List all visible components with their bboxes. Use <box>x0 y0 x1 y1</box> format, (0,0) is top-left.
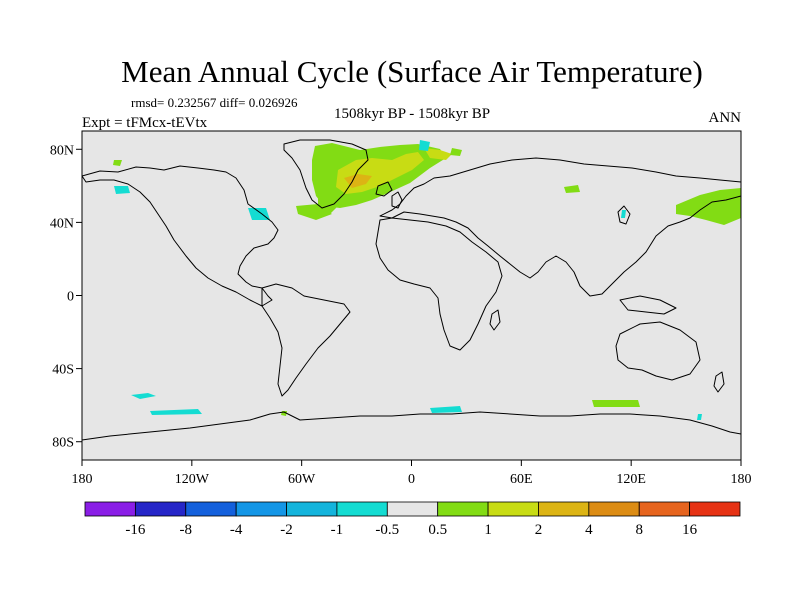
japan-coast <box>617 205 631 225</box>
legend-swatch <box>134 501 187 517</box>
southern-ocean-warming <box>592 400 640 407</box>
legend-label: -0.5 <box>375 522 399 538</box>
longitude-ticks: 180 120W 60W 0 60E 120E 180 <box>72 460 752 487</box>
bering-cooling <box>114 186 130 194</box>
lon-tick-label: 60E <box>510 472 533 487</box>
period-label: 1508kyr BP - 1508kyr BP <box>334 106 490 122</box>
legend-swatch <box>638 501 691 517</box>
lon-tick-label: 0 <box>408 472 415 487</box>
legend-swatch <box>185 501 237 517</box>
legend-swatch <box>386 501 439 517</box>
lat-tick-label: 80S <box>52 436 74 451</box>
nordic-seas-warming-4 <box>344 174 372 188</box>
australia-coast <box>615 321 701 381</box>
barents-warming <box>424 148 452 160</box>
lat-tick-label: 40S <box>52 363 74 378</box>
latitude-ticks: 80N 40N 0 40S 80S <box>50 143 82 451</box>
legend-swatch <box>84 501 136 517</box>
lat-tick-label: 40N <box>50 216 74 231</box>
color-legend: -16 -8 -4 -2 -1 -0.5 0.5 1 2 4 8 16 <box>84 501 741 538</box>
ross-sea-cooling <box>697 414 702 420</box>
lon-tick-label: 180 <box>731 472 752 487</box>
new-zealand-coast <box>713 371 725 393</box>
legend-swatch <box>235 501 287 517</box>
legend-label: -4 <box>230 522 243 538</box>
map-panel <box>81 130 742 461</box>
legend-swatch <box>487 501 539 517</box>
lon-tick-label: 120E <box>616 472 646 487</box>
lat-tick-label: 0 <box>67 290 74 305</box>
legend-swatch <box>588 501 640 517</box>
legend-label: -8 <box>180 522 193 538</box>
africa-coast <box>375 217 503 351</box>
maritime-continent-coast <box>619 295 677 315</box>
lat-tick-label: 80N <box>50 143 74 158</box>
legend-label: -16 <box>125 522 145 538</box>
svalbard-cooling <box>419 140 430 151</box>
madagascar-coast <box>489 309 501 331</box>
japan-cooling-patch <box>621 210 626 218</box>
lon-tick-label: 180 <box>72 472 93 487</box>
southern-ocean-cooling-1 <box>131 393 156 399</box>
legend-label: -1 <box>331 522 344 538</box>
figure-title: Mean Annual Cycle (Surface Air Temperatu… <box>121 54 703 89</box>
legend-label: 1 <box>484 522 492 538</box>
legend-label: 0.5 <box>428 522 447 538</box>
legend-swatch <box>286 501 338 517</box>
alaska-warming-patch <box>113 160 122 166</box>
legend-swatch <box>538 501 590 517</box>
legend-swatch <box>336 501 388 517</box>
iceland-coast <box>375 181 393 197</box>
legend-label: 4 <box>585 522 593 538</box>
stats-text: rmsd= 0.232567 diff= 0.026926 <box>131 95 298 110</box>
legend-swatch <box>437 501 489 517</box>
southern-ocean-cooling-2 <box>150 409 202 415</box>
labrador-cooling <box>248 208 270 220</box>
antarctica-coast <box>81 411 742 441</box>
experiment-label: Expt = tFMcx-tEVtx <box>82 115 208 131</box>
south-america-coast <box>261 283 351 397</box>
coastlines <box>81 139 742 441</box>
lon-tick-label: 120W <box>175 472 210 487</box>
legend-swatch <box>689 501 741 517</box>
legend-label: 8 <box>635 522 643 538</box>
southern-ocean-cooling-3 <box>430 406 462 413</box>
legend-label: 2 <box>535 522 543 538</box>
season-label: ANN <box>709 110 742 126</box>
legend-label: -2 <box>280 522 293 538</box>
north-america-coast <box>81 165 279 307</box>
greenland-coast <box>283 139 369 209</box>
legend-label: 16 <box>682 522 698 538</box>
siberia-warming-patch <box>564 185 580 193</box>
lon-tick-label: 60W <box>288 472 316 487</box>
eurasia-coast <box>379 157 742 297</box>
kara-sea-warming <box>450 148 462 156</box>
